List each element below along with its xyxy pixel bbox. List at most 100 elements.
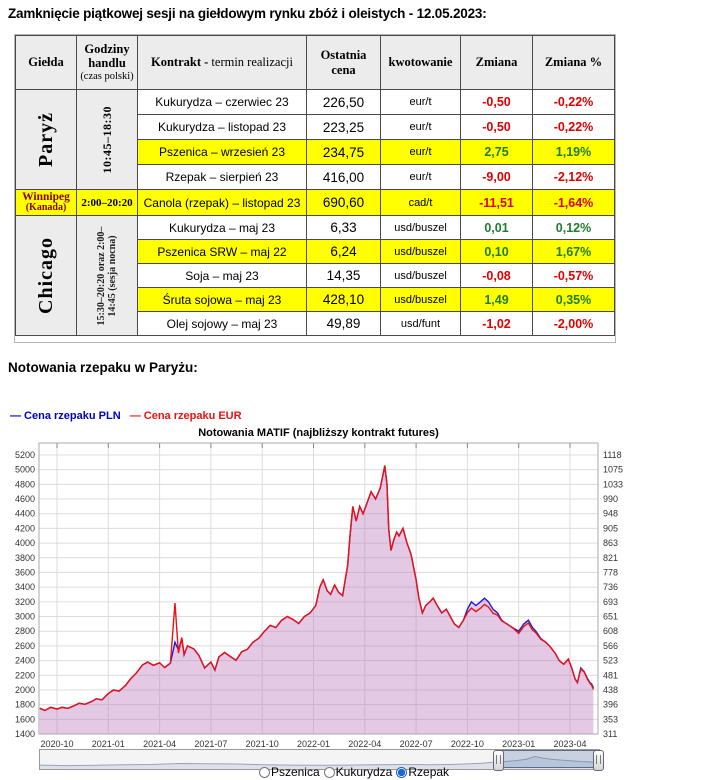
- price-cell: 6,33: [306, 215, 381, 240]
- legend-eur: — Cena rzepaku EUR: [129, 410, 242, 422]
- svg-text:396: 396: [603, 700, 618, 710]
- change-pct-cell: -0,22%: [532, 114, 615, 140]
- contract-cell: Pszenica – wrzesień 23: [137, 139, 307, 165]
- contract-cell: Kukurydza – czerwiec 23: [137, 89, 307, 115]
- quote-cell: usd/buszel: [380, 287, 461, 312]
- header-price: Ostatnia cena: [306, 35, 381, 90]
- range-navigator[interactable]: [39, 749, 604, 771]
- svg-text:3400: 3400: [15, 582, 35, 592]
- change-pct-cell: 1,19%: [532, 139, 615, 165]
- svg-text:353: 353: [603, 714, 618, 724]
- svg-text:2600: 2600: [15, 641, 35, 651]
- change-cell: -0,08: [460, 263, 533, 288]
- svg-text:2021-01: 2021-01: [92, 739, 125, 749]
- svg-text:2022-01: 2022-01: [297, 739, 330, 749]
- price-cell: 14,35: [306, 263, 381, 288]
- change-pct-cell: 0,35%: [532, 287, 615, 312]
- series-eur-line: [39, 465, 595, 712]
- svg-text:863: 863: [603, 538, 618, 548]
- hours-chicago: 15:30–20:20 oraz 2:00–14:45 (sesja nocna…: [76, 215, 138, 336]
- table-row: Rzepak – sierpień 23 416,00 eur/t -9,00 …: [16, 164, 615, 190]
- table-row: Paryż 10:45–18:30 Kukurydza – czerwiec 23 …: [15, 89, 615, 190]
- radio-pszenica[interactable]: Pszenica: [258, 765, 320, 779]
- change-cell: -9,00: [460, 164, 533, 190]
- quote-cell: cad/t: [380, 189, 461, 216]
- price-cell: 416,00: [306, 164, 381, 190]
- navigator-mini-chart: [40, 755, 599, 769]
- contract-cell: Kukurydza – maj 23: [137, 215, 307, 240]
- contract-cell: Kukurydza – listopad 23: [137, 114, 307, 140]
- svg-text:2021-10: 2021-10: [246, 739, 279, 749]
- svg-text:778: 778: [603, 568, 618, 578]
- table-row: Śruta sojowa – maj 23 428,10 usd/buszel …: [16, 287, 615, 312]
- contract-cell: Canola (rzepak) – listopad 23: [137, 189, 307, 216]
- svg-text:438: 438: [603, 685, 618, 695]
- market-table-wrap: Giełda Godziny handlu (czas polski) Kontr…: [14, 34, 616, 343]
- svg-text:1033: 1033: [603, 479, 623, 489]
- svg-text:5200: 5200: [15, 450, 35, 460]
- exchange-label-winnipeg: Winnipeg (Kanada): [15, 189, 77, 216]
- change-pct-cell: 1,67%: [532, 239, 615, 264]
- chart-legend: — Cena rzepaku PLN — Cena rzepaku EUR: [10, 410, 242, 422]
- table-row: Soja – maj 23 14,35 usd/buszel -0,08 -0,…: [16, 263, 615, 288]
- header-change: Zmiana: [460, 35, 533, 90]
- radio-unselected-icon[interactable]: [258, 766, 270, 778]
- svg-text:2022-07: 2022-07: [400, 739, 433, 749]
- svg-text:4400: 4400: [15, 509, 35, 519]
- area-fill: [39, 466, 594, 734]
- svg-text:2000: 2000: [15, 685, 35, 695]
- radio-rzepak[interactable]: Rzepak: [396, 765, 449, 779]
- table-row: Winnipeg (Kanada) 2:00–20:20 Canola (rzepak…: [15, 189, 615, 216]
- svg-text:1800: 1800: [15, 700, 35, 710]
- svg-text:1118: 1118: [603, 450, 622, 460]
- change-pct-cell: -1,64%: [532, 189, 615, 216]
- svg-text:2400: 2400: [15, 656, 35, 666]
- contract-cell: Rzepak – sierpień 23: [137, 164, 307, 190]
- change-cell: 0,01: [460, 215, 533, 240]
- radio-unselected-icon[interactable]: [323, 766, 335, 778]
- svg-text:2800: 2800: [15, 626, 35, 636]
- change-cell: -11,51: [460, 189, 533, 216]
- hours-winnipeg: 2:00–20:20: [76, 189, 138, 216]
- radio-label: Kukurydza: [335, 765, 393, 779]
- svg-text:311: 311: [603, 729, 617, 739]
- svg-text:566: 566: [603, 641, 618, 651]
- radio-label: Pszenica: [270, 765, 320, 779]
- change-cell: 1,49: [460, 287, 533, 312]
- svg-text:821: 821: [603, 553, 618, 563]
- svg-text:905: 905: [603, 523, 618, 533]
- radio-label: Rzepak: [408, 765, 450, 779]
- header-hours: Godziny handlu (czas polski): [76, 35, 138, 90]
- report-title: Zamknięcie piątkowej sesji na giełdowym …: [8, 6, 487, 21]
- change-cell: -1,02: [460, 311, 533, 336]
- svg-text:2021-04: 2021-04: [143, 739, 176, 749]
- svg-text:651: 651: [603, 612, 618, 622]
- svg-text:948: 948: [603, 509, 618, 519]
- price-cell: 226,50: [306, 89, 381, 115]
- contract-cell: Pszenica SRW – maj 22: [137, 239, 307, 264]
- svg-text:4000: 4000: [15, 538, 35, 548]
- header-exchange: Giełda: [15, 35, 77, 90]
- radio-selected-icon[interactable]: [396, 766, 408, 778]
- change-pct-cell: -2,00%: [532, 311, 615, 336]
- radio-kukurydza[interactable]: Kukurydza: [323, 765, 393, 779]
- quote-cell: eur/t: [380, 89, 461, 115]
- price-cell: 223,25: [306, 114, 381, 140]
- navigator-handle-left[interactable]: [493, 750, 504, 771]
- svg-text:3000: 3000: [15, 612, 35, 622]
- svg-text:3200: 3200: [15, 597, 35, 607]
- change-pct-cell: 0,12%: [532, 215, 615, 240]
- svg-text:2022-10: 2022-10: [451, 739, 484, 749]
- change-cell: 0,10: [460, 239, 533, 264]
- quote-cell: usd/buszel: [380, 263, 461, 288]
- svg-text:608: 608: [603, 626, 618, 636]
- svg-text:2200: 2200: [15, 670, 35, 680]
- change-pct-cell: -0,57%: [532, 263, 615, 288]
- series-radio-group: Pszenica Kukurydza Rzepak: [0, 765, 708, 779]
- price-cell: 49,89: [306, 311, 381, 336]
- change-pct-cell: -0,22%: [532, 89, 615, 115]
- navigator-handle-right[interactable]: [593, 750, 604, 771]
- header-quote: kwotowanie: [380, 35, 461, 90]
- table-row: Pszenica SRW – maj 22 6,24 usd/buszel 0,…: [16, 239, 615, 264]
